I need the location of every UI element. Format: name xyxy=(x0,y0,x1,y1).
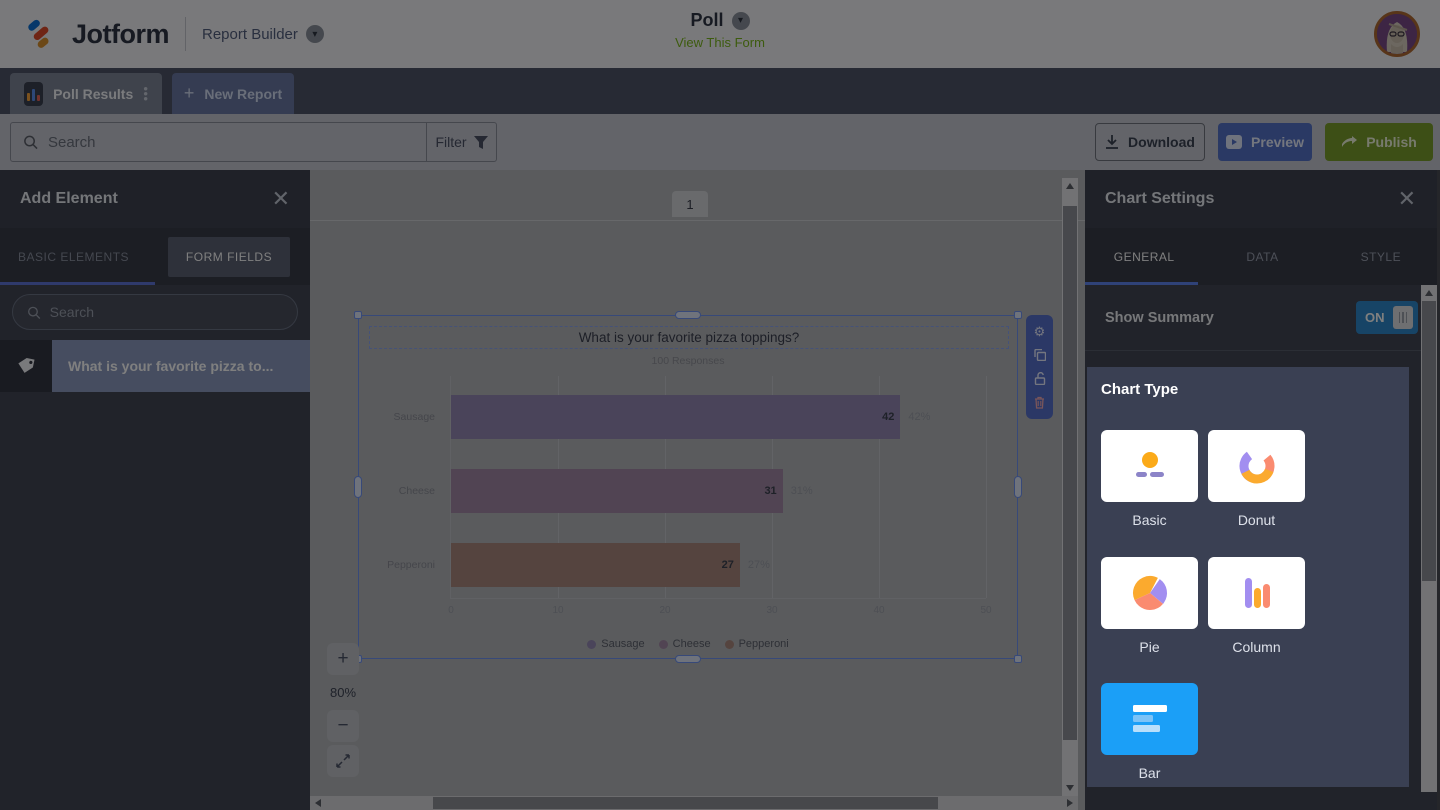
chart-type-label: Pie xyxy=(1139,639,1160,655)
chart-type-basic[interactable] xyxy=(1101,430,1198,502)
chart-type-bar-selected[interactable] xyxy=(1101,683,1198,755)
pie-chart-icon xyxy=(1132,576,1167,610)
chart-type-heading: Chart Type xyxy=(1101,381,1179,398)
chart-type-column[interactable] xyxy=(1208,557,1305,629)
chart-type-label: Basic xyxy=(1132,512,1167,528)
chart-type-donut[interactable] xyxy=(1208,430,1305,502)
column-chart-icon xyxy=(1244,578,1270,608)
basic-chart-icon xyxy=(1135,452,1164,477)
chart-type-label: Column xyxy=(1232,639,1281,655)
donut-chart-icon xyxy=(1239,448,1274,484)
chart-type-pie[interactable] xyxy=(1101,557,1198,629)
chart-type-section: Chart Type Basic xyxy=(1087,367,1409,787)
bar-chart-icon xyxy=(1132,705,1167,732)
chart-type-label: Donut xyxy=(1237,512,1276,528)
chart-type-label: Bar xyxy=(1138,765,1161,781)
